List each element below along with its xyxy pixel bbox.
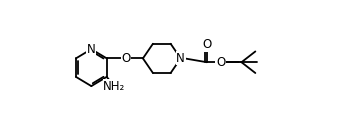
Text: O: O: [216, 56, 225, 69]
Text: O: O: [202, 38, 211, 51]
Text: N: N: [87, 43, 96, 56]
Text: NH₂: NH₂: [103, 80, 126, 93]
Text: N: N: [176, 52, 185, 65]
Text: O: O: [121, 52, 131, 65]
